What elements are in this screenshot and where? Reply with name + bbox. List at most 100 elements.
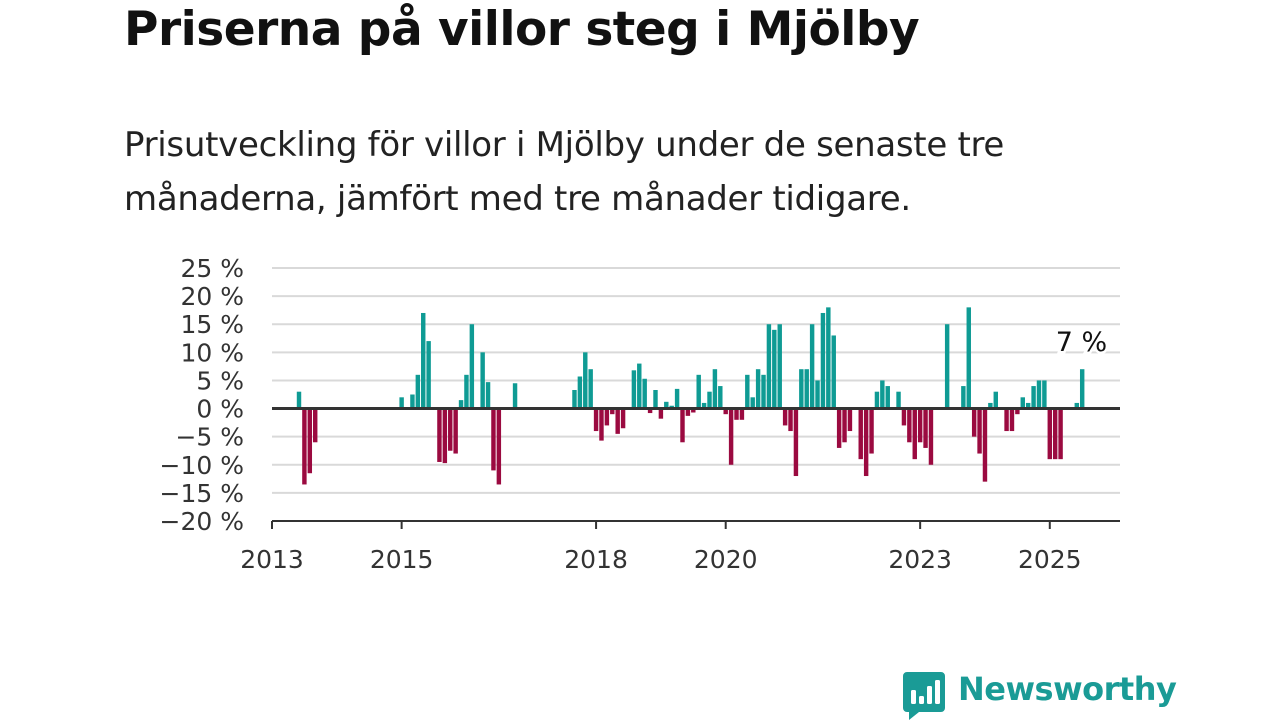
bar-negative [1058,408,1063,460]
bar-negative [496,408,502,485]
y-tick-label: −10 % [160,451,244,480]
bar-positive [583,352,588,409]
bar-negative [793,408,799,477]
bar-positive [745,374,750,409]
y-tick-label: 10 % [180,338,244,367]
bar-positive [1074,402,1080,409]
bar-positive [826,307,831,409]
bar-positive [766,324,772,409]
bar-positive [464,374,469,409]
bar-negative [448,408,453,451]
bar-negative [847,408,853,432]
bar-positive [469,324,475,409]
bar-positive [701,402,707,409]
bar-positive [880,380,885,409]
bar-positive [458,400,464,409]
y-tick-label: 20 % [180,282,244,311]
bar-positive [988,402,993,409]
bar-positive [804,369,809,409]
bar-negative [869,408,874,454]
bar-positive [750,397,755,409]
bar-positive [480,352,485,409]
bar-positive [809,324,815,409]
bar-positive [755,369,761,409]
bar-positive [415,374,421,409]
brand-name: Newsworthy [958,670,1177,708]
bar-negative [593,408,599,432]
bar-positive [642,378,647,409]
last-value-annotation: 7 % [1056,327,1107,358]
bar-negative [491,408,496,471]
bar-positive [421,312,426,409]
bar-negative [691,408,696,413]
bar-negative [917,408,923,443]
bar-positive [712,369,718,409]
bar-positive [1036,380,1042,409]
bar-negative [858,408,863,460]
bar-positive [1020,397,1025,409]
bar-negative [907,408,912,443]
bar-positive [820,312,826,409]
bar-positive [777,324,782,409]
bar-positive [1025,402,1031,409]
bar-negative [1015,408,1020,415]
y-tick-label: 5 % [196,366,244,395]
bar-negative [442,408,448,464]
y-tick-label: 0 % [196,395,244,424]
bar-negative [685,408,691,416]
bar-negative [982,408,988,482]
bar-positive [896,391,901,409]
bar-negative [734,408,739,420]
bar-negative [836,408,842,448]
bar-negative [647,408,653,414]
bar-positive [1079,369,1085,409]
bar-positive [399,397,404,409]
x-tick-label: 2013 [240,545,304,574]
bar-negative [971,408,977,437]
bar-negative [615,408,620,434]
bar-negative [912,408,917,460]
bar-positive [296,391,302,409]
bar-positive [831,335,836,409]
bar-positive [961,386,966,409]
bar-positive [631,370,637,409]
y-tick-label: −5 % [175,423,244,452]
newsworthy-bar-chart-icon [903,672,945,720]
bar-positive [696,374,701,409]
bar-negative [1004,408,1009,432]
chart-title: Priserna på villor steg i Mjölby [124,2,920,57]
bar-negative [928,408,934,465]
bar-positive [674,388,680,409]
bar-negative [901,408,907,426]
bar-positive [885,386,890,409]
bar-negative [620,408,626,429]
bar-positive [512,383,518,409]
bar-negative [723,408,728,415]
y-tick-label: 25 % [180,254,244,283]
bar-negative [728,408,734,465]
bar-negative [788,408,793,432]
y-tick-label: 15 % [180,310,244,339]
bar-negative [977,408,982,454]
x-tick-label: 2025 [1018,545,1082,574]
bar-positive [993,391,998,409]
bar-positive [485,382,491,409]
newsworthy-logo[interactable]: Newsworthy [903,670,1177,720]
bar-positive [653,390,658,409]
bar-positive [761,374,766,409]
bar-positive [944,324,950,409]
bar-negative [1052,408,1058,460]
bar-positive [588,369,593,409]
bar-positive [718,386,723,409]
x-tick-label: 2023 [888,545,952,574]
x-tick-label: 2018 [564,545,628,574]
bar-positive [664,401,669,409]
bar-negative [313,408,318,443]
bar-positive [874,391,880,409]
bar-negative [604,408,610,426]
bar-negative [842,408,847,443]
bar-negative [739,408,745,420]
bar-positive [966,307,971,409]
bar-positive [637,363,642,409]
